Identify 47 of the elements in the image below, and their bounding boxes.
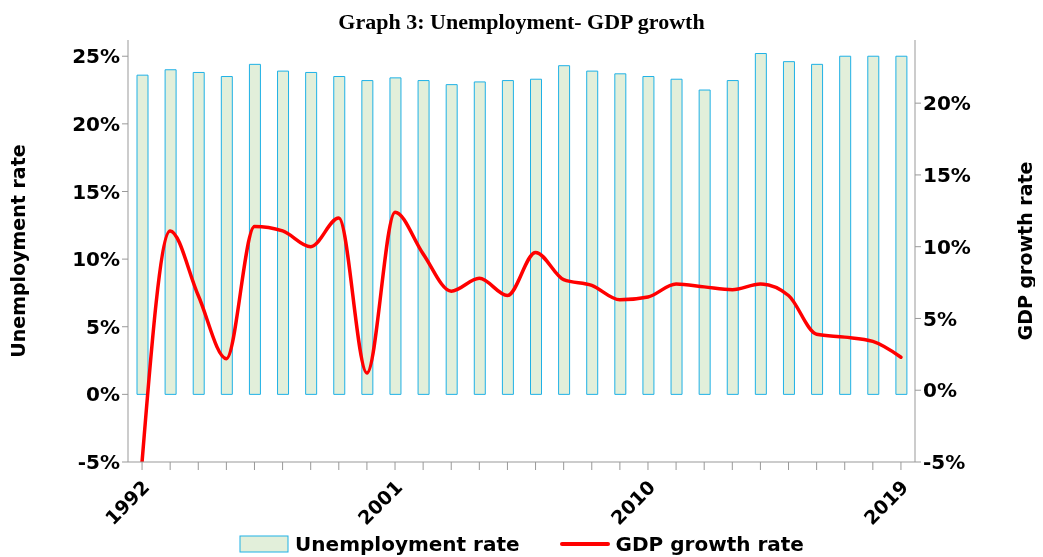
bar (558, 65, 571, 395)
chart-title: Graph 3: Unemployment- GDP growth (337, 8, 706, 36)
y-axis-title: Unemployment rate (6, 144, 29, 358)
bar (586, 70, 599, 395)
bar (277, 70, 290, 395)
legend-label: Unemployment rate (295, 532, 520, 556)
y2-tick-label: 20% (923, 91, 971, 116)
bar (220, 76, 233, 395)
bar (867, 55, 880, 395)
y2-tick-label: 5% (923, 306, 957, 331)
y2-tick-label: -5% (923, 450, 966, 475)
bar (305, 71, 318, 395)
bar (698, 89, 711, 395)
bar (501, 80, 514, 395)
bar (670, 78, 683, 395)
y2-tick-label: 15% (923, 163, 971, 188)
bar (473, 81, 486, 395)
y2-axis-title: GDP growth rate (1013, 161, 1036, 341)
bar (248, 63, 261, 395)
bar (445, 84, 458, 395)
y-tick-label: 25% (72, 44, 120, 69)
bar (530, 78, 542, 395)
bar (895, 55, 908, 395)
bar (726, 80, 739, 395)
y-tick-label: -5% (77, 450, 120, 475)
y-tick-label: 20% (72, 111, 120, 136)
y-tick-label: 0% (86, 382, 120, 407)
bar (811, 63, 824, 395)
y-tick-label: 10% (72, 247, 120, 272)
bar (361, 80, 374, 395)
legend-label: GDP growth rate (615, 532, 804, 556)
bar (839, 55, 852, 395)
bar (333, 76, 346, 395)
y2-tick-label: 0% (923, 378, 957, 403)
bar (136, 74, 149, 395)
bar (642, 76, 655, 395)
bar (389, 77, 402, 395)
line-series (140, 210, 903, 462)
bar (417, 80, 430, 395)
bar (754, 53, 767, 395)
bar (614, 73, 627, 395)
bar (164, 69, 177, 395)
y2-tick-label: 10% (923, 234, 971, 259)
y-tick-label: 5% (86, 314, 120, 339)
bar (192, 71, 205, 395)
bar (782, 61, 795, 395)
y-tick-label: 15% (72, 179, 120, 204)
